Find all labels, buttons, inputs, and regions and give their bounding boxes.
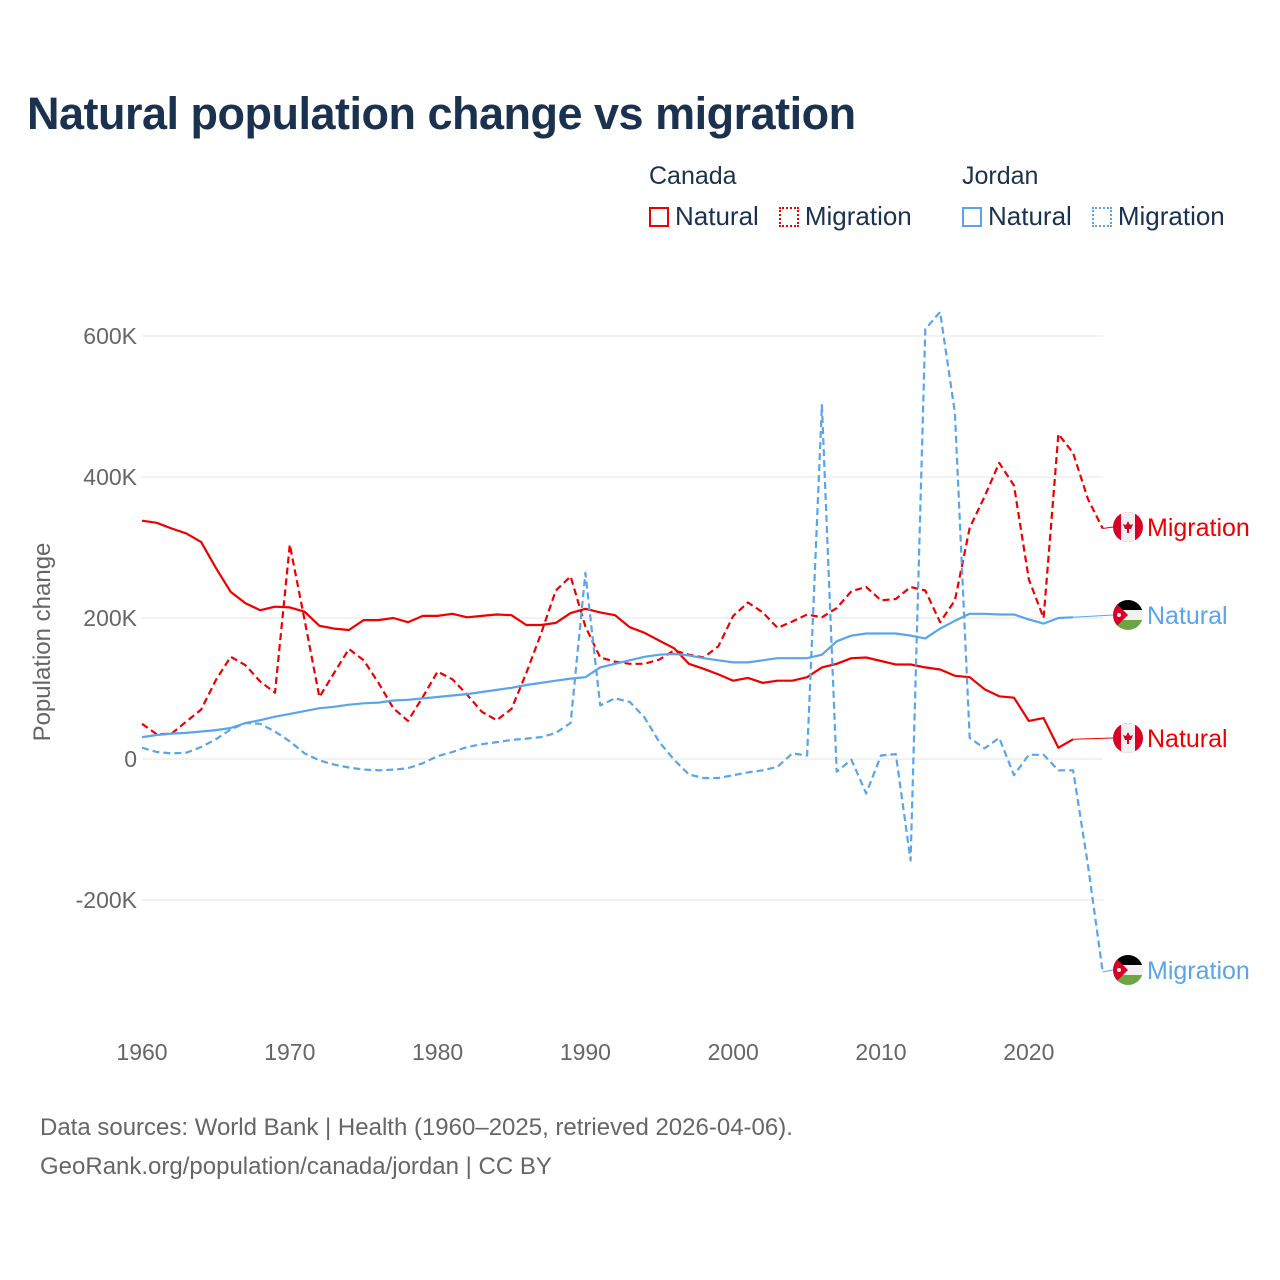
x-tick-label: 2000	[708, 1039, 759, 1065]
x-tick-label: 2020	[1003, 1039, 1054, 1065]
solid-swatch-icon	[962, 206, 982, 227]
dotted-swatch-icon	[778, 206, 799, 227]
dotted-swatch-icon	[1091, 206, 1112, 227]
end-connector	[1073, 614, 1114, 618]
footer: Data sources: World Bank | Health (1960–…	[40, 1108, 793, 1186]
legend-group-canada: Canada Natural Migration	[649, 162, 912, 232]
legend-item-canada-natural[interactable]: Natural	[649, 201, 759, 232]
flag-black	[1113, 955, 1143, 965]
data-source-note: Data sources: World Bank | Health (1960–…	[40, 1114, 793, 1141]
flag-green	[1113, 620, 1143, 630]
x-tick-label: 1980	[412, 1039, 463, 1065]
legend-item-label: Migration	[804, 201, 912, 231]
flag-star-icon	[1117, 613, 1121, 617]
x-tick-label: 1990	[560, 1039, 611, 1065]
x-tick-label: 2010	[855, 1039, 906, 1065]
jordan-flag-icon	[1113, 955, 1143, 985]
legend-item-label: Migration	[1117, 201, 1225, 231]
y-tick-label: 600K	[83, 323, 137, 349]
y-tick-label: 200K	[83, 605, 137, 631]
flag-body	[1113, 512, 1143, 542]
legend-item-label: Natural	[988, 201, 1072, 231]
solid-swatch-icon	[649, 206, 669, 227]
x-tick-label: 1970	[264, 1039, 315, 1065]
legend-country-label: Canada	[649, 162, 737, 190]
legend-country-label: Jordan	[962, 162, 1039, 190]
legend-item-jordan-natural[interactable]: Natural	[962, 201, 1072, 232]
canada-flag-icon	[1113, 512, 1143, 542]
series-line-jordan-migration	[141, 310, 1104, 973]
legend-group-jordan: Jordan Natural Migration	[962, 162, 1225, 232]
series-end-label: Migration	[1147, 514, 1250, 542]
series-line-canada-natural	[141, 519, 1074, 749]
end-connector	[1073, 737, 1114, 740]
legend-item-label: Natural	[675, 201, 759, 231]
x-tick-label: 1960	[116, 1039, 167, 1065]
chart-title: Natural population change vs migration	[27, 88, 856, 139]
maple-leaf-icon	[1123, 732, 1133, 744]
y-tick-label: 400K	[83, 464, 137, 490]
series-end-label: Natural	[1147, 725, 1228, 753]
flag-star-icon	[1117, 968, 1121, 972]
end-connector	[1102, 526, 1114, 529]
legend-item-canada-migration[interactable]: Migration	[778, 201, 912, 232]
series-line-jordan-natural	[141, 612, 1074, 739]
series-end-label: Migration	[1147, 957, 1250, 985]
y-axis-title: Population change	[29, 543, 56, 742]
series-end-label: Natural	[1147, 602, 1228, 630]
y-tick-label: 0	[124, 746, 137, 772]
flag-body	[1113, 723, 1143, 753]
flag-green	[1113, 975, 1143, 985]
flag-body	[1113, 955, 1143, 985]
end-connector	[1102, 969, 1114, 973]
legend-item-jordan-migration[interactable]: Migration	[1091, 201, 1225, 232]
flag-black	[1113, 600, 1143, 610]
jordan-flag-icon	[1113, 600, 1143, 630]
series-line-canada-migration	[141, 432, 1104, 736]
flag-body	[1113, 600, 1143, 630]
maple-leaf-icon	[1123, 521, 1133, 533]
attribution-link[interactable]: GeoRank.org/population/canada/jordan | C…	[40, 1153, 552, 1180]
canada-flag-icon	[1113, 723, 1143, 753]
y-tick-label: -200K	[76, 887, 138, 913]
